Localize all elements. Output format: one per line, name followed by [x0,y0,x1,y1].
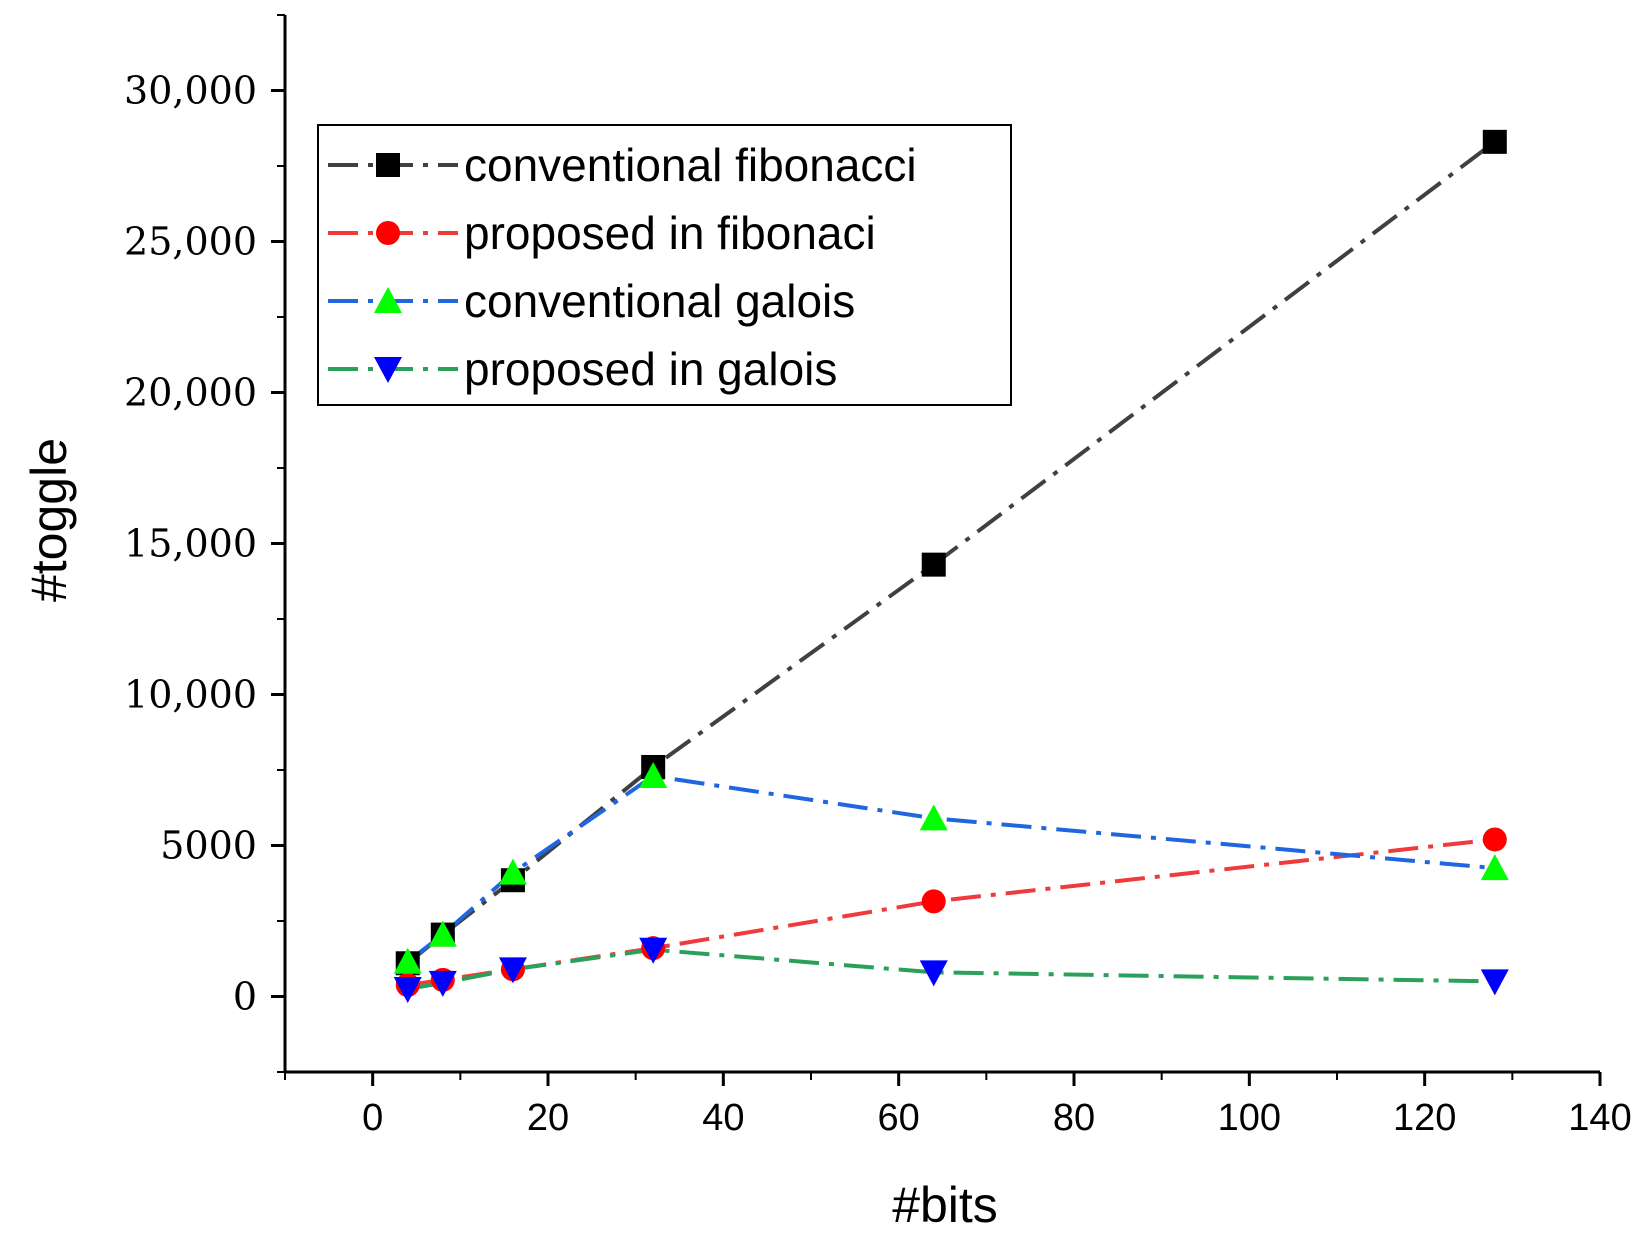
y-tick-label: 15,000 [124,522,257,566]
legend-marker [376,153,400,177]
y-tick-label: 10,000 [124,673,257,717]
legend-label: conventional fibonacci [464,139,917,191]
legend-label: proposed in fibonaci [464,207,876,259]
data-point-s2 [921,889,946,914]
data-point-s3 [428,920,457,947]
y-tick-label: 25,000 [124,220,257,264]
data-point-s4 [498,957,527,984]
data-point-s3 [498,858,527,885]
legend-marker [374,357,402,383]
legend-label: conventional galois [464,275,855,327]
data-point-s3 [639,762,668,789]
x-tick-label: 120 [1393,1097,1456,1139]
data-point-s4 [393,976,422,1003]
legend: conventional fibonacci proposed in fibona… [317,124,1012,406]
data-point-s3 [1480,854,1509,881]
x-tick-label: 80 [1053,1097,1095,1139]
x-tick-label: 40 [702,1097,744,1139]
data-point-s3 [919,804,948,831]
x-tick-label: 0 [362,1097,383,1139]
series-line-3 [406,773,1495,964]
data-point-s4 [639,937,668,964]
y-tick-label: 0 [233,975,257,1019]
x-tick-label: 20 [527,1097,569,1139]
data-point-s3 [393,947,422,974]
legend-box [317,124,1012,406]
data-point-s2 [1482,827,1507,852]
data-point-s1 [921,552,946,577]
legend-marker [374,287,402,313]
x-tick-label: 140 [1568,1097,1631,1139]
data-point-s4 [919,960,948,987]
legend-label: proposed in galois [464,343,837,395]
y-tick-label: 5000 [160,824,257,868]
y-tick-label: 20,000 [124,371,257,415]
data-point-s4 [428,970,457,997]
legend-marker [376,221,400,245]
axes: 0 5000 10,000 15,000 20,000 25,000 30,000 0 20 40… [124,14,1632,1139]
series-line-4 [407,947,1495,991]
data-point-s1 [1482,129,1507,154]
x-tick-label: 100 [1218,1097,1281,1139]
data-point-s4 [1480,969,1509,996]
x-axis-title: #bits [892,1177,998,1233]
x-tick-label: 60 [878,1097,920,1139]
y-axis-title: #toggle [21,438,77,602]
series-markers [393,129,1509,1003]
y-tick-label: 30,000 [124,69,257,113]
